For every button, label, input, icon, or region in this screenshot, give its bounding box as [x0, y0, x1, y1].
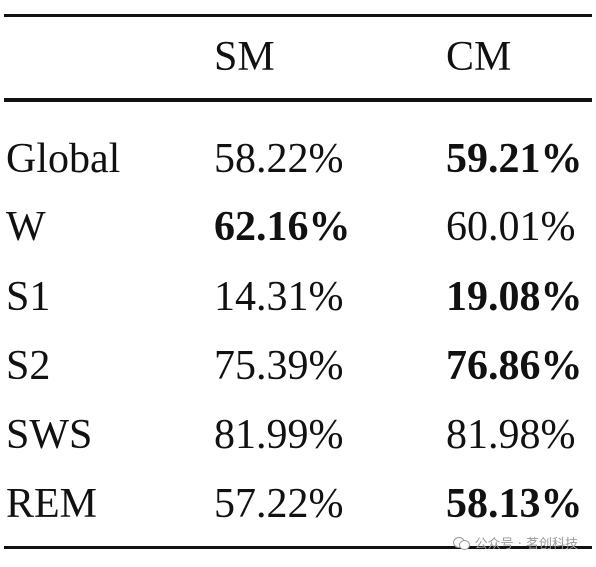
cell-cm: 81.98% — [446, 412, 576, 458]
cell-sm: 81.99% — [214, 412, 344, 458]
row-label: W — [6, 204, 46, 250]
wechat-icon — [452, 536, 471, 550]
cell-cm: 60.01% — [446, 204, 576, 250]
cell-cm: 76.86% — [446, 343, 583, 389]
cell-sm: 14.31% — [214, 274, 344, 320]
cell-sm: 57.22% — [214, 481, 344, 527]
watermark-text: 公众号 · 茗创科技 — [474, 537, 578, 552]
row-label: REM — [6, 481, 98, 527]
row-label: S2 — [6, 343, 51, 389]
header-rule — [4, 98, 592, 102]
row-label: S1 — [6, 274, 51, 320]
bottom-rule — [4, 546, 592, 549]
top-rule — [4, 14, 592, 17]
cell-sm: 62.16% — [214, 204, 351, 250]
header-sm: SM — [214, 34, 275, 80]
cell-cm: 59.21% — [446, 136, 583, 182]
cell-cm: 19.08% — [446, 274, 583, 320]
row-label: Global — [6, 136, 121, 182]
cell-sm: 75.39% — [214, 343, 344, 389]
watermark: 公众号 · 茗创科技 — [452, 533, 578, 552]
cell-sm: 58.22% — [214, 136, 344, 182]
header-cm: CM — [446, 34, 512, 80]
row-label: SWS — [6, 412, 93, 458]
cell-cm: 58.13% — [446, 481, 583, 527]
